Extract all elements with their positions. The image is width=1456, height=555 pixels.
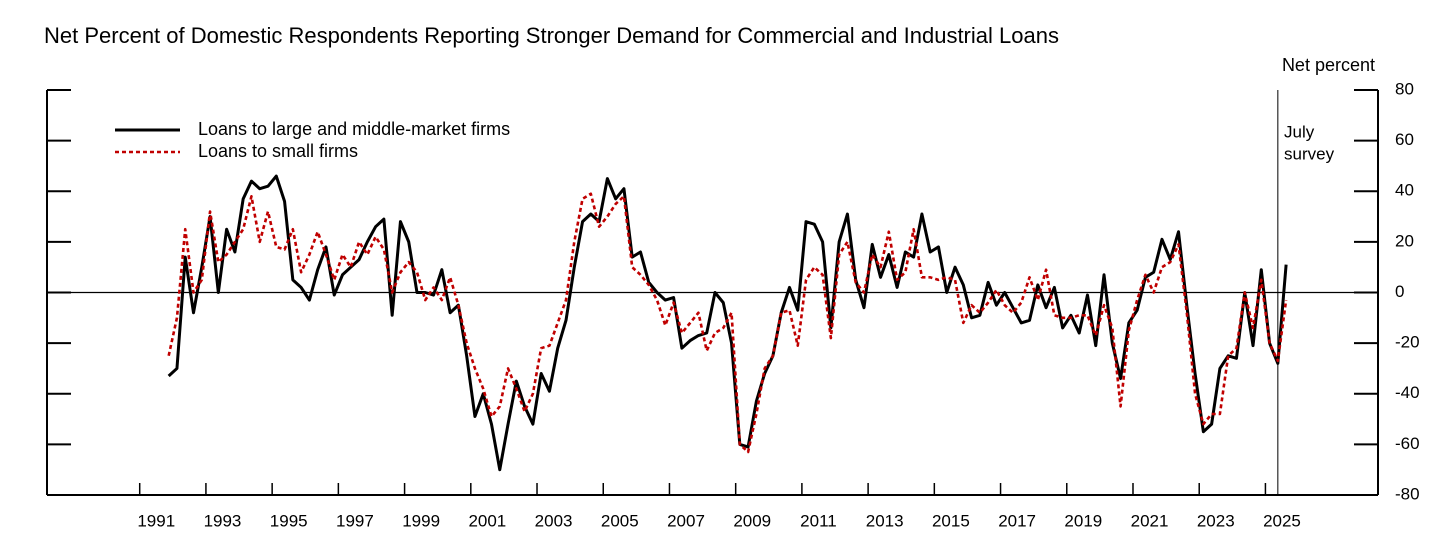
y-tick-label: 0 [1395,282,1404,301]
x-tick-label: 2009 [733,511,771,530]
y-tick-label: -80 [1395,484,1420,503]
x-tick-label: 2025 [1263,511,1301,530]
y-axis-label: Net percent [1282,55,1375,75]
y-tick-label: 20 [1395,231,1414,250]
x-tick-label: 2003 [535,511,573,530]
x-tick-label: 2007 [667,511,705,530]
y-tick-label: 40 [1395,181,1414,200]
x-tick-label: 1995 [270,511,308,530]
x-tick-label: 2001 [468,511,506,530]
x-tick-label: 1993 [204,511,242,530]
annotation-text: survey [1284,144,1335,163]
x-tick-label: 1997 [336,511,374,530]
x-tick-label: 2011 [800,511,837,530]
x-tick-label: 2013 [866,511,904,530]
x-tick-label: 1999 [402,511,440,530]
annotation-text: July [1284,122,1315,141]
x-tick-label: 2015 [932,511,970,530]
y-tick-label: -20 [1395,333,1420,352]
y-tick-label: -40 [1395,383,1420,402]
x-tick-label: 2023 [1197,511,1235,530]
series-line [167,192,1288,454]
x-tick-label: 2021 [1131,511,1169,530]
y-tick-label: 60 [1395,130,1414,149]
x-tick-label: 2005 [601,511,639,530]
chart-title: Net Percent of Domestic Respondents Repo… [44,23,1059,48]
y-tick-label: -60 [1395,434,1420,453]
legend-label: Loans to large and middle-market firms [198,119,510,139]
legend-label: Loans to small firms [198,141,358,161]
x-tick-label: 2017 [998,511,1036,530]
x-tick-label: 2019 [1064,511,1102,530]
y-tick-label: 80 [1395,79,1414,98]
x-tick-label: 1991 [137,511,175,530]
